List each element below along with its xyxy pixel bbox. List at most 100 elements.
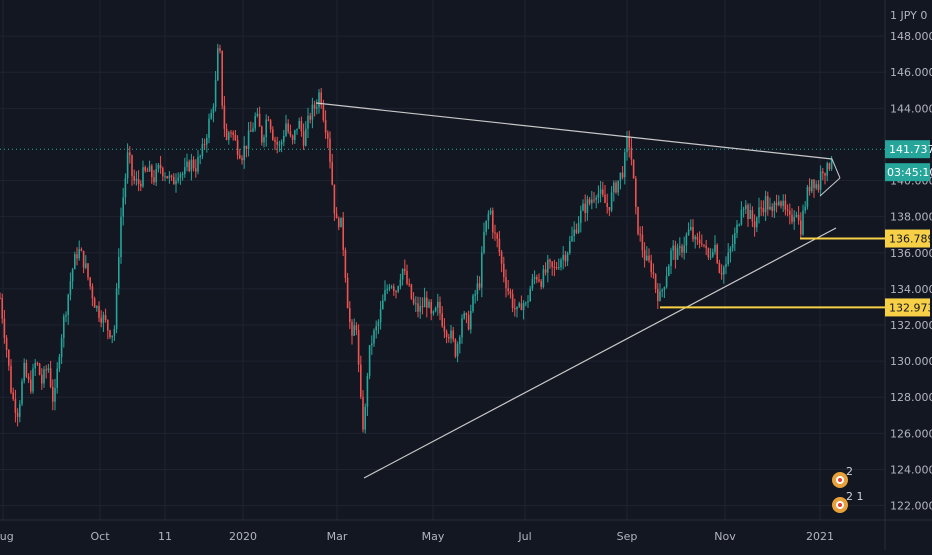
- candle-body: [38, 363, 41, 375]
- x-tick-label: May: [422, 530, 445, 543]
- candle-body: [782, 200, 784, 206]
- candle-body: [650, 260, 652, 273]
- candle-body: [434, 307, 437, 312]
- candle-body: [96, 306, 98, 308]
- candle-body: [159, 164, 162, 169]
- candle-body: [428, 301, 430, 308]
- candle-body: [118, 257, 120, 289]
- candle-body: [749, 210, 751, 220]
- candle-body: [146, 170, 149, 172]
- event-icon-lower-dot: [838, 503, 842, 507]
- currency-label: 1 JPY 0: [890, 9, 927, 22]
- candle-body: [531, 278, 534, 289]
- candle-body: [313, 104, 316, 109]
- candle-body: [390, 286, 393, 288]
- candle-body: [701, 243, 703, 245]
- y-tick-label: 148.000: [890, 30, 932, 43]
- candle-body: [357, 330, 360, 365]
- candle-body: [637, 206, 639, 234]
- y-tick-label: 130.000: [890, 355, 932, 368]
- candle-body: [588, 199, 591, 204]
- candle-body: [665, 276, 668, 288]
- candle-body: [327, 132, 329, 139]
- candle-body: [135, 178, 138, 181]
- countdown-label: 03:45:10: [887, 166, 932, 179]
- candle-body: [571, 236, 573, 242]
- candle-body: [360, 364, 362, 397]
- candle-body: [729, 248, 732, 253]
- candle-body: [470, 311, 472, 330]
- candle-body: [320, 92, 322, 106]
- pennant-edge-upper[interactable]: [831, 158, 841, 179]
- y-tick-label: 138.000: [890, 211, 932, 224]
- candle-body: [685, 234, 688, 246]
- candle-body: [32, 368, 34, 392]
- candle-body: [49, 368, 52, 387]
- candle-body: [415, 303, 417, 305]
- candle-body: [826, 163, 828, 176]
- candle-body: [652, 272, 655, 275]
- candle-body: [41, 374, 43, 384]
- event-icon-upper-count: 2: [846, 465, 853, 478]
- candle-body: [518, 303, 520, 307]
- candle-body: [487, 213, 490, 221]
- candle-body: [333, 184, 336, 214]
- x-tick-label: Mar: [327, 530, 348, 543]
- candle-body: [115, 288, 118, 329]
- candle-body: [214, 80, 217, 108]
- candle-body: [283, 136, 285, 142]
- candle-body: [375, 326, 377, 331]
- candle-body: [111, 335, 113, 338]
- candle-body: [540, 281, 542, 287]
- lower-trendline[interactable]: [363, 227, 837, 479]
- candle-body: [120, 216, 122, 258]
- pennant-edge-lower[interactable]: [819, 177, 841, 197]
- candle-body: [195, 168, 197, 172]
- candle-body: [122, 197, 124, 217]
- candle-body: [828, 163, 831, 170]
- candle-body: [584, 203, 586, 214]
- y-tick-label: 128.000: [890, 391, 932, 404]
- candle-body: [1, 298, 3, 319]
- candle-body: [824, 173, 826, 176]
- candle-body: [602, 189, 604, 195]
- candle-body: [21, 381, 23, 405]
- candle-body: [137, 178, 140, 184]
- candle-body: [687, 229, 690, 235]
- candle-body: [65, 314, 67, 317]
- candle-body: [421, 306, 424, 308]
- candle-body: [346, 277, 349, 309]
- candle-body: [243, 145, 245, 161]
- candle-body: [619, 172, 622, 181]
- candle-body: [27, 376, 30, 380]
- upper-trendline[interactable]: [315, 102, 833, 160]
- candle-body: [373, 330, 375, 344]
- candle-body: [144, 167, 146, 171]
- candle-body: [265, 119, 267, 138]
- candle-body: [694, 236, 696, 240]
- candle-body: [221, 50, 223, 106]
- candle-body: [78, 249, 80, 259]
- level-price-label: 132.973: [889, 301, 932, 314]
- candle-body: [760, 207, 762, 209]
- candle-body: [80, 249, 83, 251]
- candle-body: [474, 294, 476, 296]
- candle-body: [527, 301, 529, 303]
- candle-body: [725, 263, 727, 268]
- candle-body: [454, 339, 457, 357]
- candle-body: [784, 200, 787, 210]
- candle-body: [287, 123, 289, 132]
- candle-body: [478, 283, 481, 288]
- candle-body: [71, 269, 74, 282]
- candle-body: [274, 139, 276, 142]
- candle-body: [439, 301, 441, 314]
- candle-body: [107, 320, 109, 331]
- candle-body: [747, 205, 749, 220]
- candle-body: [461, 318, 463, 338]
- candle-body: [505, 277, 507, 289]
- candle-body: [764, 196, 767, 213]
- candle-body: [267, 119, 270, 121]
- candle-body: [155, 169, 157, 183]
